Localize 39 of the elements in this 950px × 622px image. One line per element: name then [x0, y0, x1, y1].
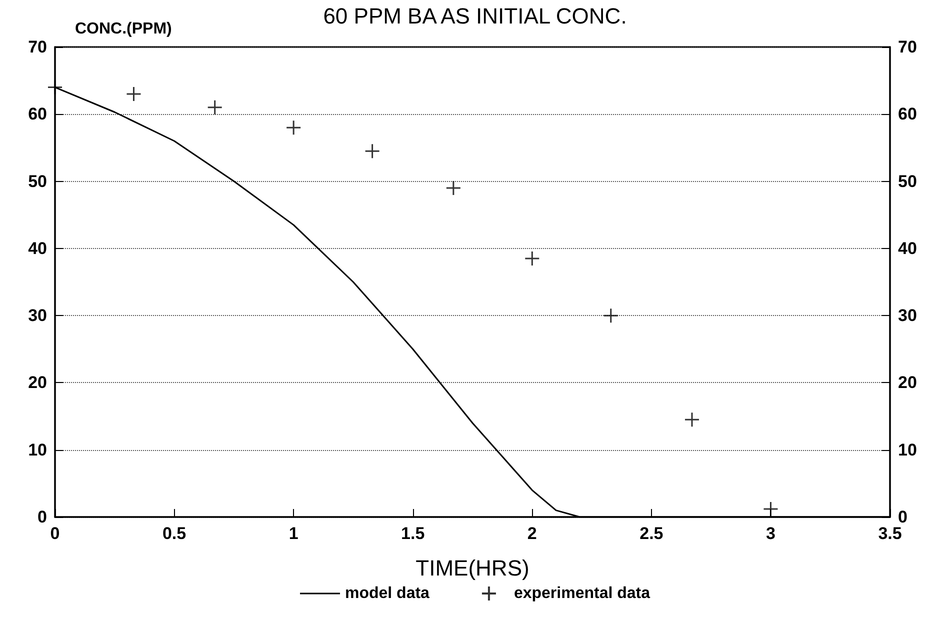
point [286, 120, 302, 136]
y-tick-label: 20 [28, 373, 47, 392]
point [684, 412, 700, 428]
x-tick-label: 3.5 [878, 524, 902, 543]
y-axis-title: CONC.(PPM) [75, 20, 172, 38]
x-tick-label: 2 [527, 524, 537, 543]
y-tick-label: 0 [38, 508, 47, 526]
y2-tick-label: 50 [898, 172, 917, 191]
chart-title: 60 PPM BA AS INITIAL CONC. [323, 4, 627, 28]
y2-tick-label: 70 [898, 38, 917, 56]
legend-label: model data [344, 585, 430, 602]
y-tick-label: 10 [28, 440, 47, 460]
y2-tick-label: 0 [898, 508, 908, 526]
y-tick-label: 40 [28, 238, 47, 258]
x-tick-label: 3 [766, 524, 776, 543]
point [762, 501, 778, 517]
y2-tick-label: 30 [898, 306, 917, 326]
y2-tick-label: 40 [898, 238, 917, 258]
point [207, 100, 223, 116]
point [524, 250, 540, 266]
y2-tick-label: 60 [898, 104, 917, 124]
y-tick-label: 60 [28, 104, 47, 124]
point [446, 180, 462, 196]
y2-tick-label: 10 [898, 440, 917, 460]
legend-label: experimental data [514, 585, 650, 602]
point [603, 308, 619, 324]
y2-tick-label: 20 [898, 373, 917, 392]
y-tick-label: 30 [28, 306, 47, 326]
y-tick-label: 50 [28, 172, 47, 191]
point [364, 143, 380, 159]
x-axis-title: TIME(HRS) [416, 556, 530, 580]
y-tick-label: 70 [28, 38, 47, 56]
point [47, 80, 63, 96]
x-tick-label: 0.5 [162, 524, 186, 543]
point [126, 86, 142, 102]
x-tick-label: 1.5 [401, 524, 425, 543]
x-tick-label: 1 [288, 524, 298, 543]
x-tick-label: 0 [50, 524, 60, 543]
x-tick-label: 2.5 [640, 524, 664, 543]
